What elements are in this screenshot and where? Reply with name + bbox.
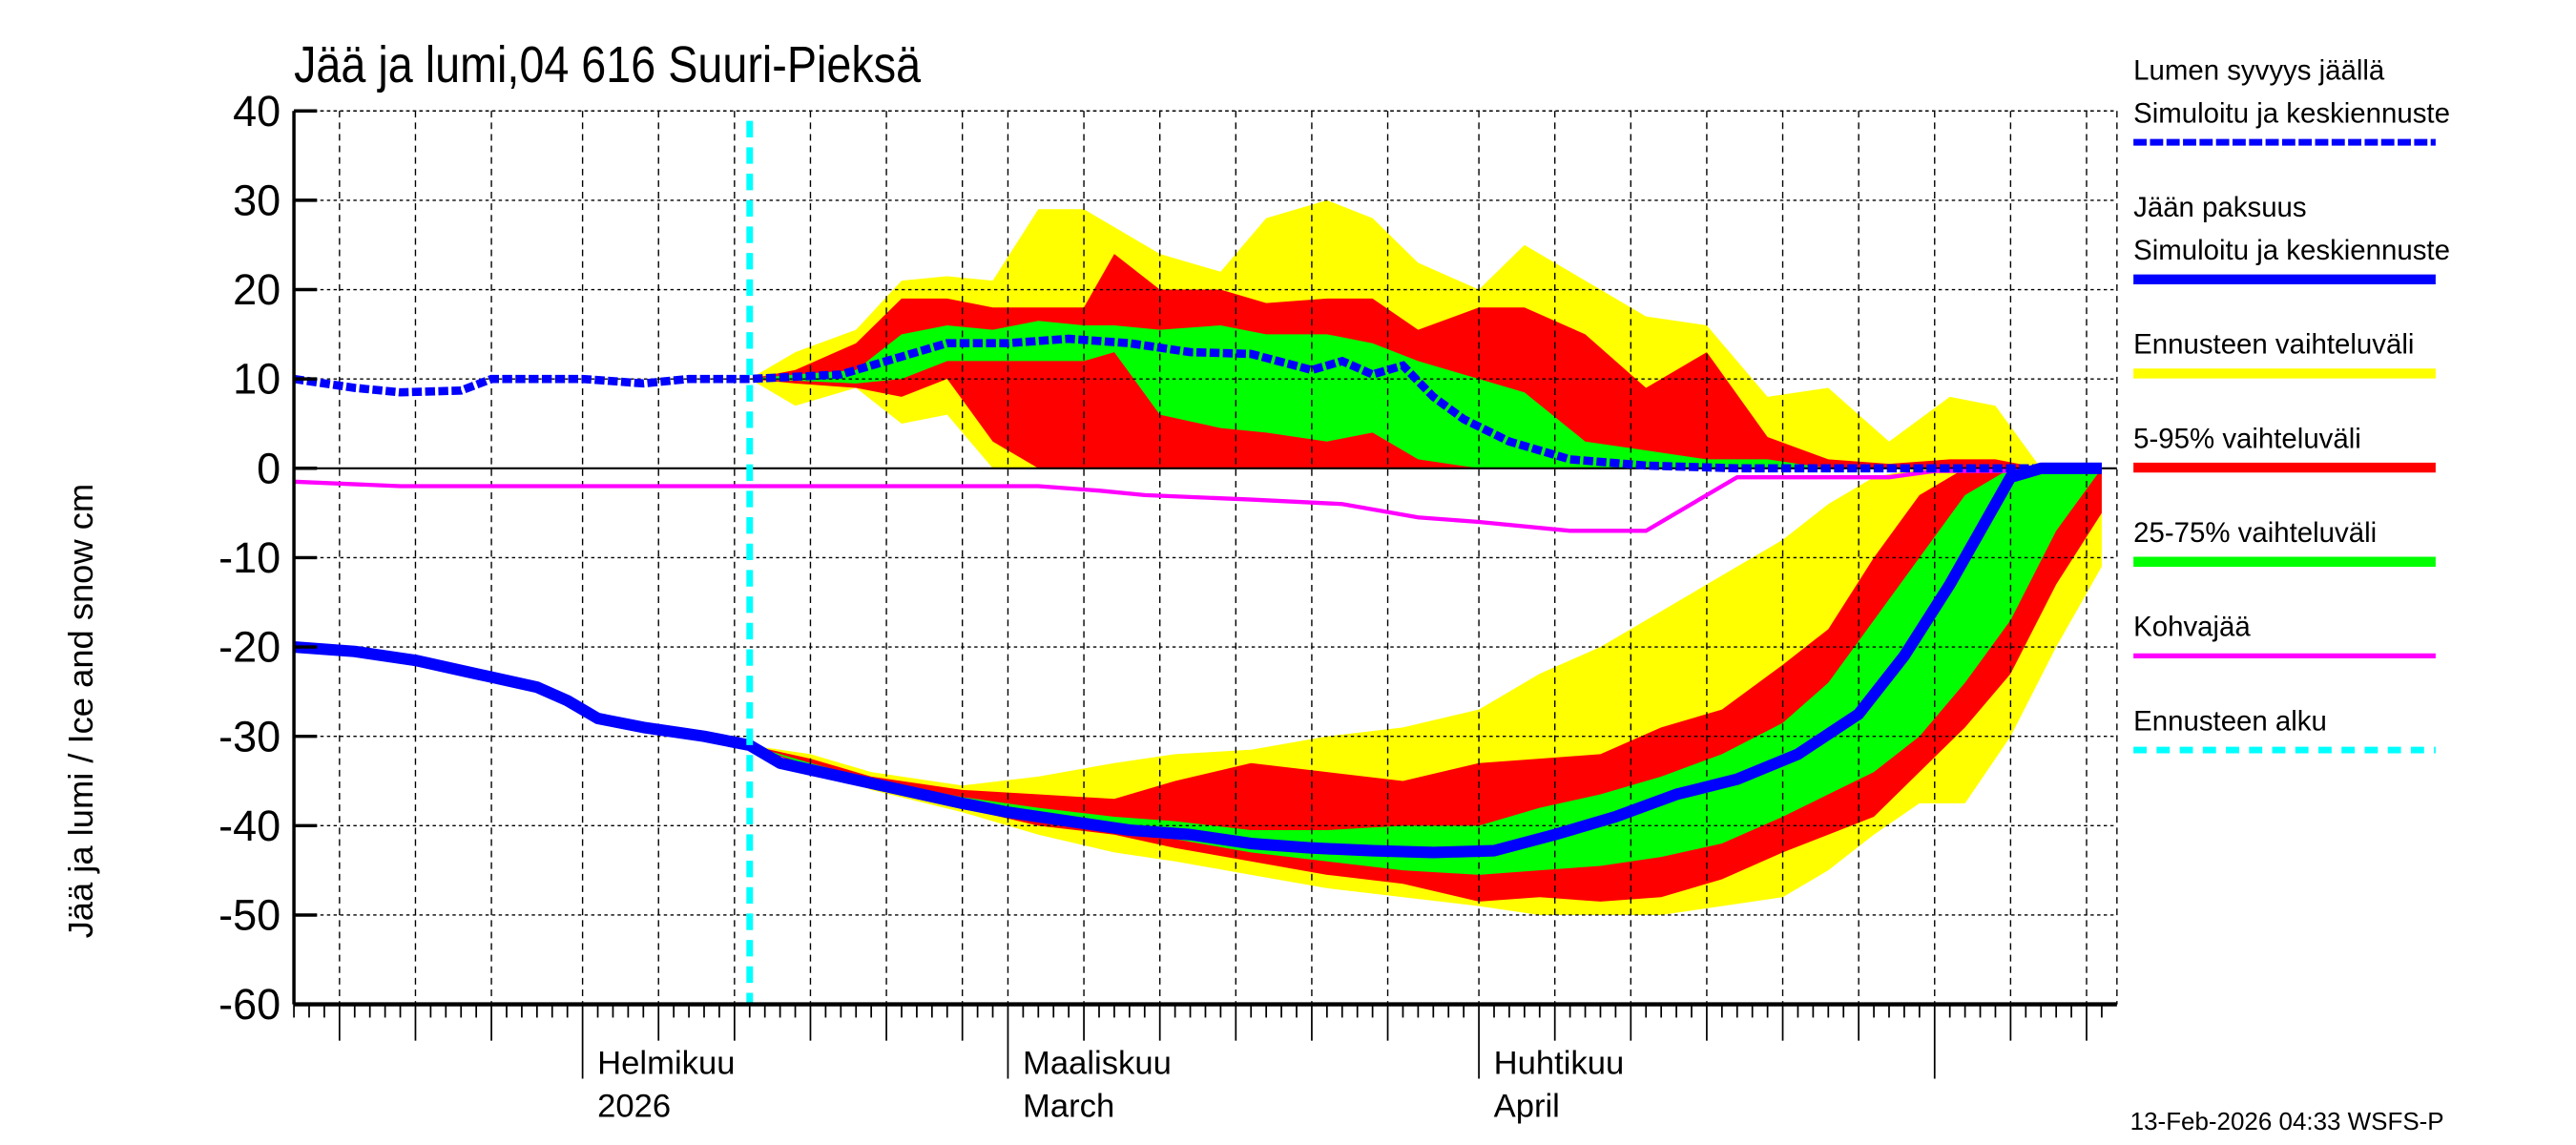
y-tick-label: -10 xyxy=(218,533,280,582)
snow-25-75-band xyxy=(749,321,2102,468)
snow-depth-line xyxy=(293,334,2102,473)
month-label: Huhtikuu xyxy=(1494,1045,1625,1081)
ice-thickness-line xyxy=(293,462,2102,859)
legend-label: Ennusteen vaihteluväli xyxy=(2133,329,2414,361)
legend-label: Ennusteen alku xyxy=(2133,705,2327,737)
y-tick-label: -20 xyxy=(218,623,280,672)
y-tick-label: 30 xyxy=(233,176,280,224)
slush-ice-line xyxy=(293,468,2102,533)
legend-label: 5-95% vaihteluväli xyxy=(2133,423,2361,454)
grid-lines xyxy=(294,110,2118,1005)
y-tick-label: 10 xyxy=(233,355,280,404)
series-lines xyxy=(293,120,2102,1005)
snow-5-95-band xyxy=(749,254,2102,468)
y-tick-label: 20 xyxy=(233,265,280,314)
month-sublabel: 2026 xyxy=(597,1088,671,1124)
legend-label: Kohvajää xyxy=(2133,612,2251,643)
month-sublabel: March xyxy=(1023,1088,1114,1124)
y-tick-label: -50 xyxy=(218,891,280,940)
legend-sublabel: Simuloitu ja keskiennuste xyxy=(2133,235,2450,266)
y-tick-label: -30 xyxy=(218,712,280,760)
month-sublabel: April xyxy=(1494,1088,1560,1124)
y-tick-label: 40 xyxy=(233,87,280,135)
timestamp: 13-Feb-2026 04:33 WSFS-P xyxy=(2130,1107,2444,1135)
legend: Lumen syvyys jäällä Simuloitu ja keskienn… xyxy=(2133,54,2450,754)
chart-title: Jää ja lumi,04 616 Suuri-Pieksä xyxy=(294,35,921,94)
y-tick-label: 0 xyxy=(257,444,280,492)
legend-label: Jään paksuus xyxy=(2133,192,2306,223)
legend-label: 25-75% vaihteluväli xyxy=(2133,517,2377,549)
axes: 40 30 20 10 0 -10 -20 -30 -40 -50 -60 Helmikuu 2026 M… xyxy=(218,87,2117,1124)
y-axis-label: Jää ja lumi / Ice and snow cm xyxy=(61,484,100,939)
y-tick-label: -40 xyxy=(218,802,280,850)
month-label: Helmikuu xyxy=(597,1045,735,1081)
month-label: Maaliskuu xyxy=(1023,1045,1172,1081)
y-tick-label: -60 xyxy=(218,980,280,1029)
legend-sublabel: Simuloitu ja keskiennuste xyxy=(2133,97,2450,129)
legend-label: Lumen syvyys jäällä xyxy=(2133,54,2385,86)
